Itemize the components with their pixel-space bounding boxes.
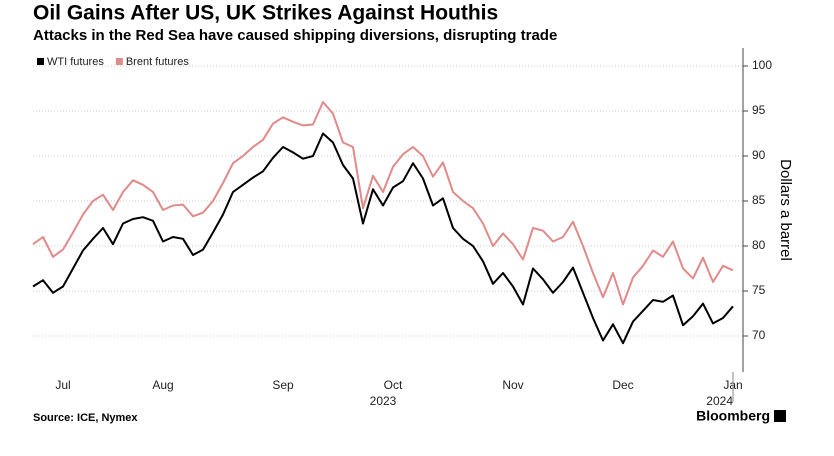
- y-tick-label: 100: [752, 58, 772, 72]
- x-tick-label: Sep: [272, 378, 294, 392]
- x-tick-label: Aug: [152, 378, 173, 392]
- x-group-label: 2023: [370, 394, 397, 408]
- legend-swatch: [115, 58, 123, 65]
- legend-label: Brent futures: [126, 56, 189, 68]
- brand-icon: [774, 410, 786, 422]
- chart-title: Oil Gains After US, UK Strikes Against H…: [33, 2, 498, 25]
- x-tick-label: Dec: [612, 378, 633, 392]
- y-tick-label: 80: [752, 238, 766, 252]
- y-tick-label: 70: [752, 328, 766, 342]
- y-tick-label: 95: [752, 103, 766, 117]
- legend-swatch: [37, 58, 44, 65]
- y-tick-label: 85: [752, 193, 766, 207]
- line-series: [32, 132, 734, 345]
- brand: Bloomberg: [696, 408, 770, 424]
- legend-label: WTI futures: [47, 56, 104, 68]
- x-tick-label: Nov: [502, 378, 523, 392]
- x-group-label: 2024: [706, 394, 733, 408]
- x-tick-label: Jul: [55, 378, 70, 392]
- chart-subtitle: Attacks in the Red Sea have caused shipp…: [33, 27, 557, 44]
- y-tick-label: 75: [752, 283, 766, 297]
- y-tick-label: 90: [752, 148, 766, 162]
- line-series: [32, 101, 734, 306]
- y-axis-label: Dollars a barrel: [777, 159, 794, 261]
- x-tick-label: Oct: [384, 378, 403, 392]
- source: Source: ICE, Nymex: [33, 412, 138, 424]
